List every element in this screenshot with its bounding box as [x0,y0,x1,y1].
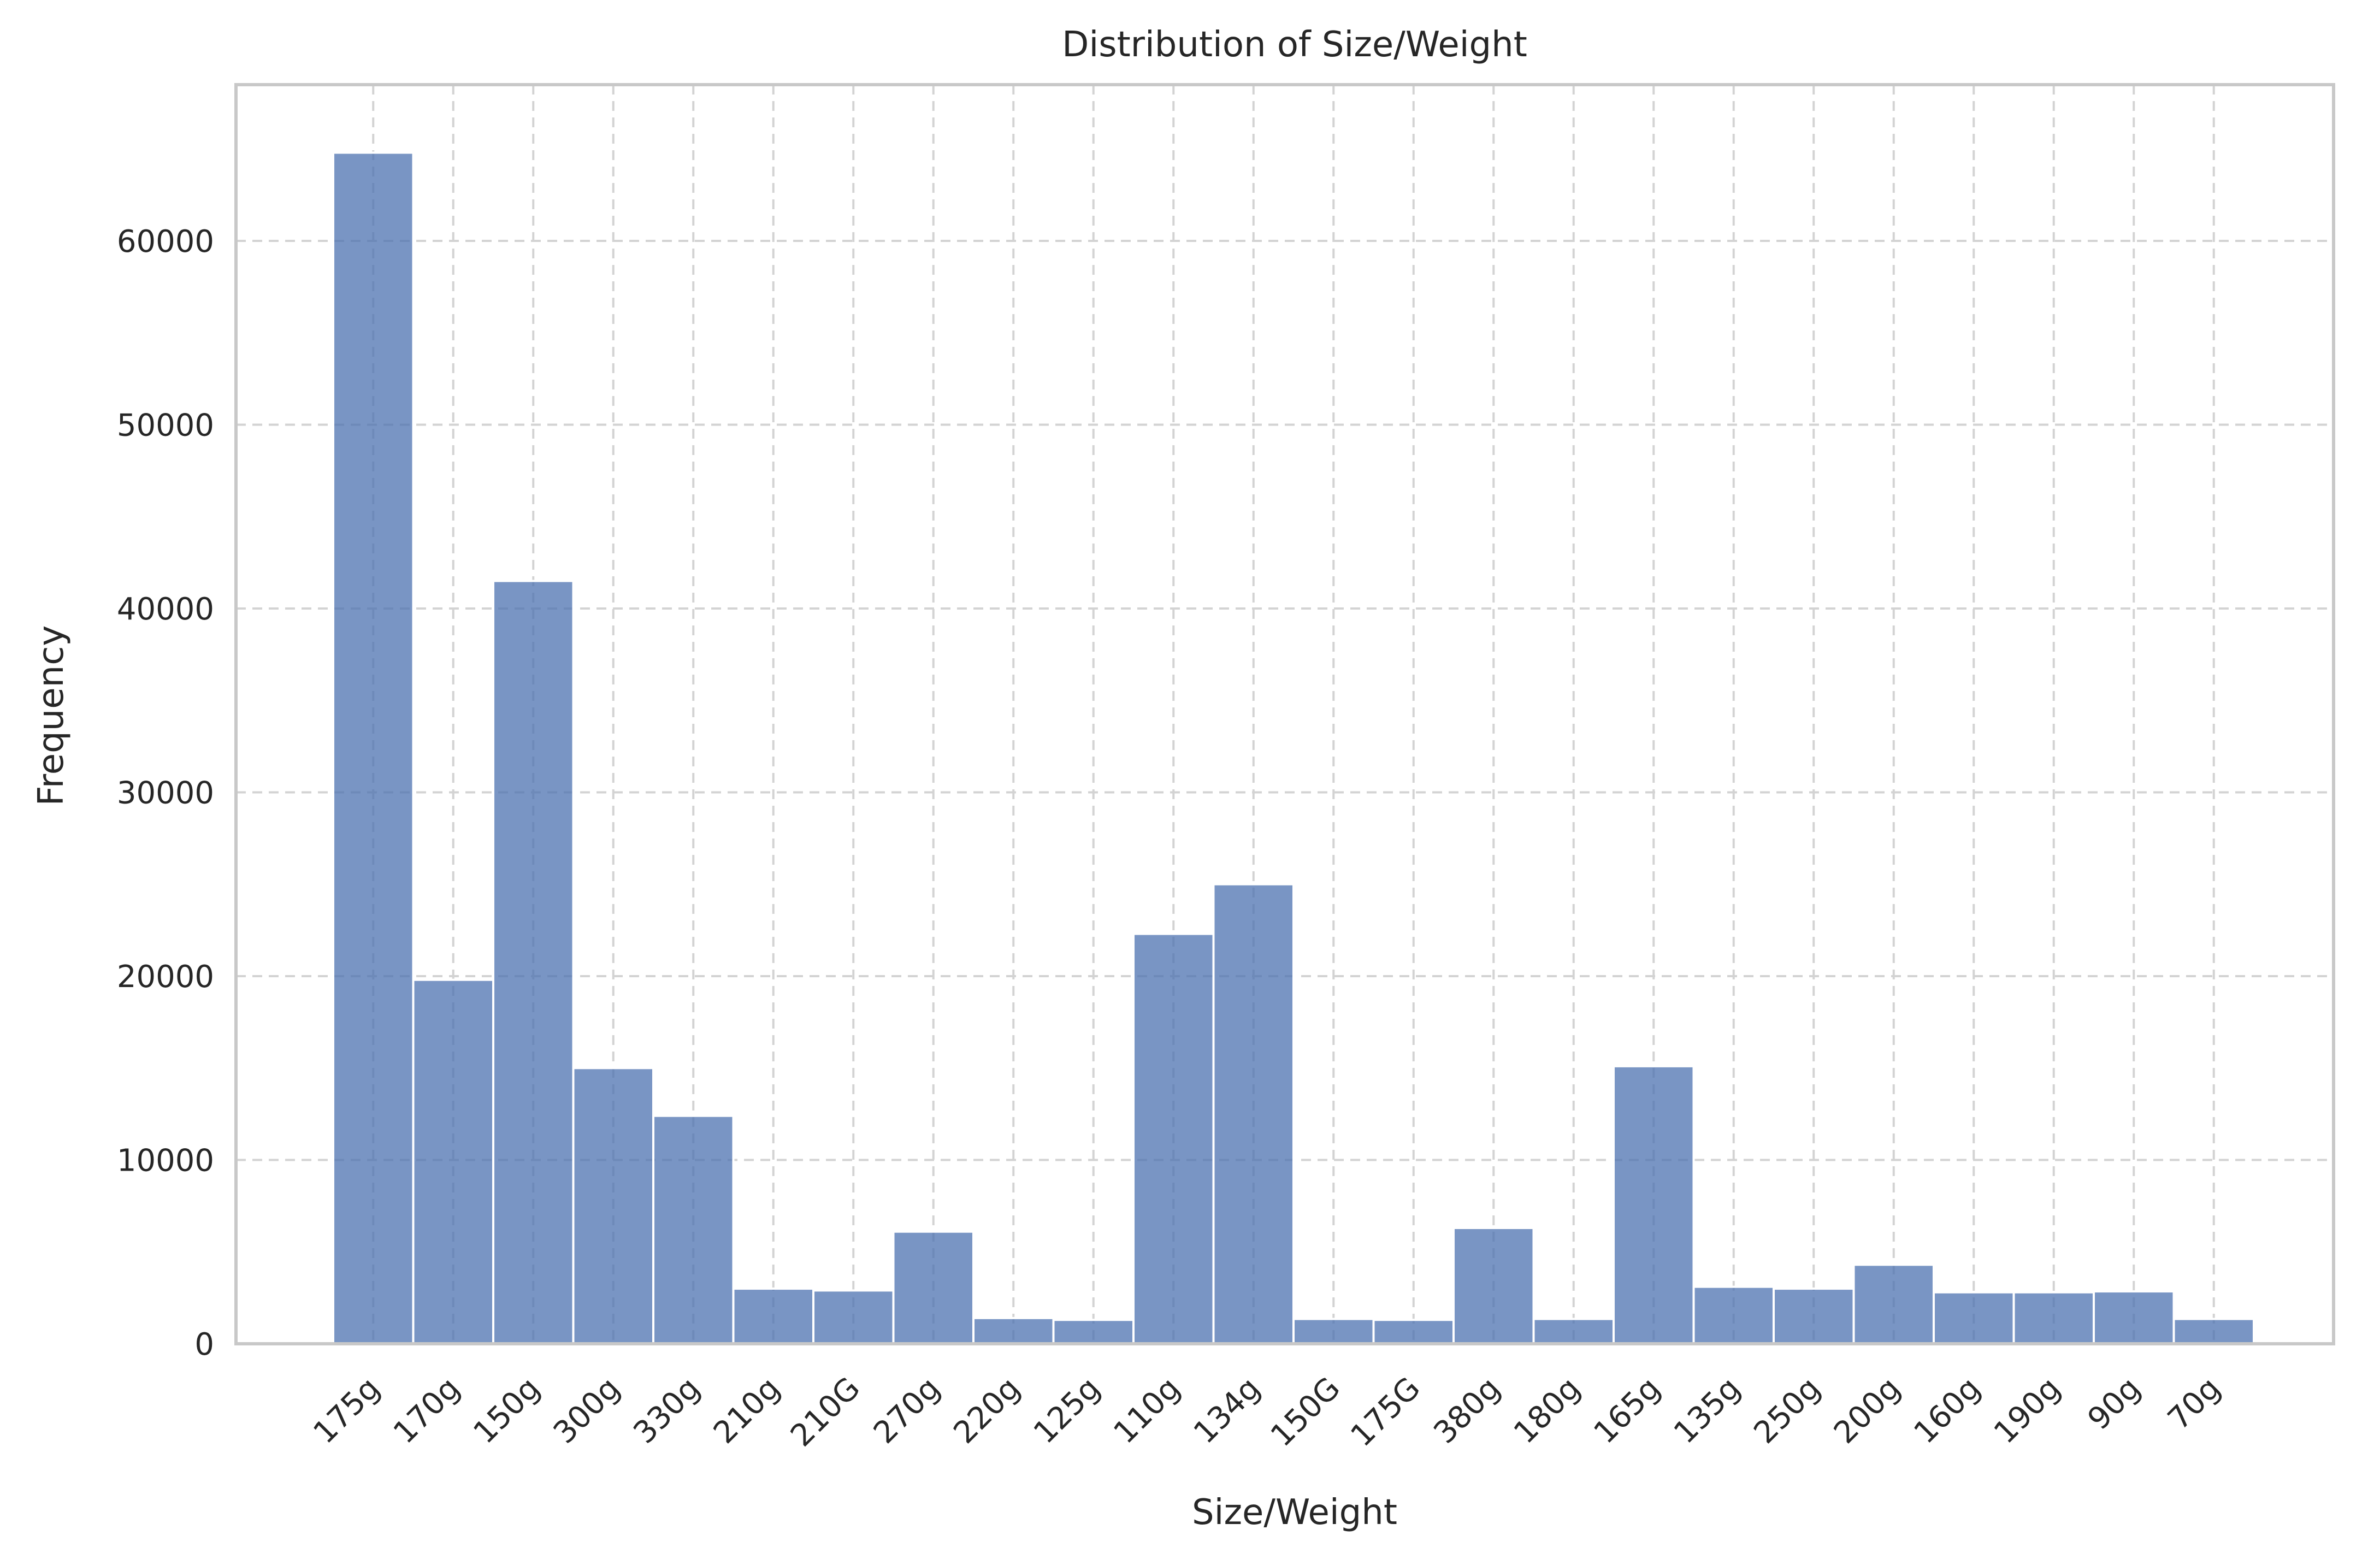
x-tick-label: 150G [1264,1371,1347,1454]
y-tick-label: 0 [194,1327,214,1362]
bar-180g [1532,1318,1615,1345]
x-tick-label: 125g [1027,1371,1107,1451]
bar-125g [1052,1319,1135,1345]
x-tick-label: 270g [867,1371,947,1451]
y-tick-labels: 0 10000 20000 30000 40000 50000 60000 [117,224,214,1362]
bar-160g [1933,1291,2015,1345]
chart-title: Distribution of Size/Weight [1062,25,1527,65]
bar-90g [2093,1290,2175,1345]
bar-70g [2172,1318,2255,1345]
bar-134g [1212,883,1295,1345]
bar-190g [2012,1291,2095,1345]
y-tick-label: 50000 [117,408,214,444]
x-tick-label: 380g [1427,1371,1507,1451]
x-tick-label: 190g [1987,1371,2068,1451]
x-tick-label: 135g [1667,1371,1747,1451]
bar-220g [972,1316,1055,1345]
bar-200g [1852,1263,1935,1345]
bar-175g [332,151,415,1345]
y-tick-label: 30000 [117,776,214,811]
x-tick-label: 165g [1587,1371,1667,1451]
x-tick-label: 300g [547,1371,627,1451]
bar-135g [1692,1285,1775,1345]
bar-170g [412,978,494,1345]
x-tick-label: 110g [1107,1371,1187,1451]
x-tick-label: 175G [1344,1371,1427,1454]
y-axis-label: Frequency [31,625,72,806]
x-tick-label: 210g [707,1371,787,1451]
bar-150g [492,580,575,1345]
y-tick-label: 40000 [117,592,214,627]
x-tick-label: 160g [1907,1371,1987,1451]
x-tick-label: 170g [387,1371,467,1451]
bar-165g [1613,1065,1695,1345]
bar-270g [892,1230,975,1345]
x-tick-label: 200g [1827,1371,1907,1451]
bar-150G [1292,1318,1375,1345]
x-tick-label: 134g [1187,1371,1267,1451]
y-tick-label: 60000 [117,224,214,259]
bars [332,151,2255,1345]
x-tick-label: 150g [466,1371,547,1451]
bar-210g [732,1288,814,1345]
x-tick-label: 180g [1507,1371,1587,1451]
bar-330g [652,1114,735,1345]
plot-frame [234,83,2335,1345]
x-axis-label: Size/Weight [1192,1492,1397,1533]
x-tick-label: 175g [306,1371,387,1451]
bar-250g [1773,1288,1855,1345]
y-tick-label: 20000 [117,959,214,995]
x-tick-label: 70g [2161,1371,2227,1437]
bar-175G [1372,1319,1455,1345]
x-tick-label: 330g [627,1371,707,1451]
x-tick-label: 220g [947,1371,1027,1451]
bar-210G [812,1289,895,1345]
x-tick-label: 250g [1747,1371,1827,1451]
bar-300g [572,1067,654,1345]
y-tick-label: 10000 [117,1143,214,1179]
bar-110g [1132,932,1215,1345]
bar-380g [1452,1227,1535,1345]
x-tick-label: 210G [784,1371,867,1454]
x-tick-label: 90g [2081,1371,2147,1437]
